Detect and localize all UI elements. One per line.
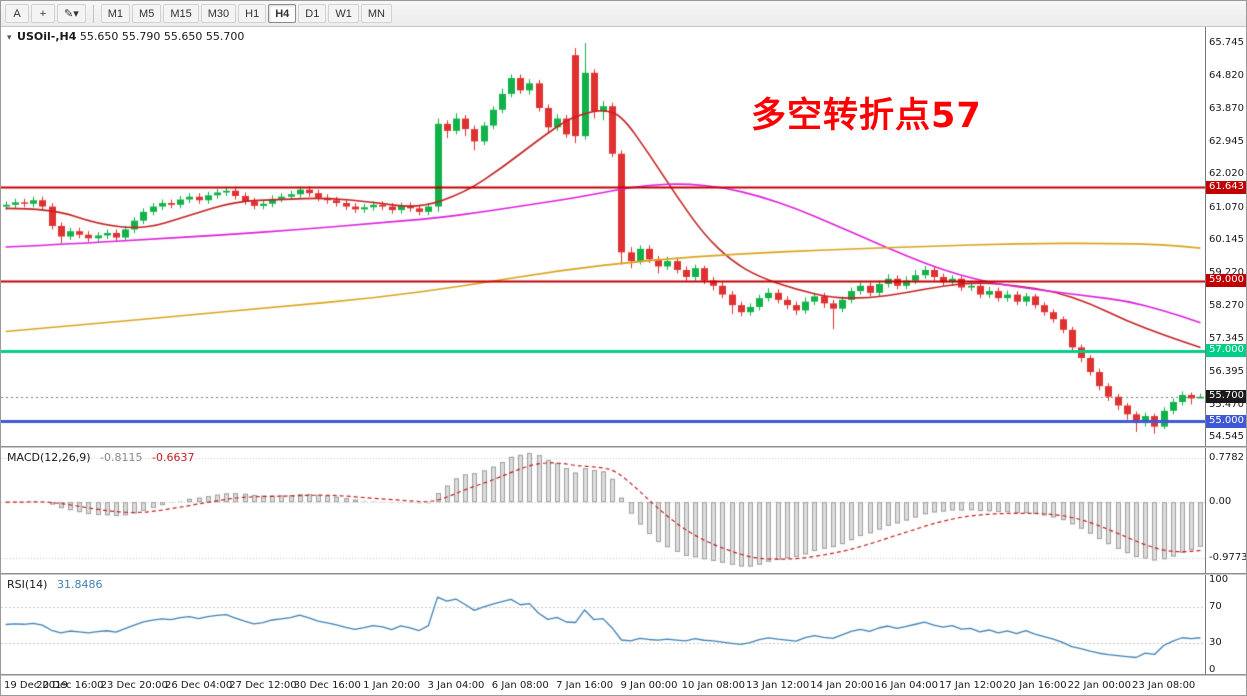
pane-separator[interactable] xyxy=(1,446,1246,448)
axis-tick-label: 70 xyxy=(1209,600,1222,612)
pane-separator[interactable] xyxy=(1,674,1246,676)
time-axis[interactable]: 19 Dec 2019 20 Dec 16:00 23 Dec 20:00 26 De… xyxy=(1,676,1246,695)
axis-tick-label: 61.070 xyxy=(1209,201,1244,213)
time-axis-label: 20 Dec 16:00 xyxy=(36,680,104,691)
axis-tick-label: 0 xyxy=(1209,663,1216,675)
axis-tick-label: 100 xyxy=(1209,573,1229,585)
time-axis-label: 13 Jan 12:00 xyxy=(745,680,810,691)
time-axis-label: 22 Jan 00:00 xyxy=(1067,680,1131,691)
time-axis-label: 26 Dec 04:00 xyxy=(164,680,233,691)
axis-tick-label: 63.870 xyxy=(1209,103,1244,115)
axis-tick-label: 56.395 xyxy=(1209,366,1244,378)
timeframe-buttons: M1 M5 M15 M30 H1 H4 D1 W1 MN xyxy=(100,4,392,23)
price-level-badge: 61.643 xyxy=(1206,180,1246,194)
time-axis-label: 7 Jan 16:00 xyxy=(556,680,614,691)
chart-body: 65.745 64.820 63.870 62.945 62.020 61.070 60.1… xyxy=(1,27,1247,695)
chart-annotation-text[interactable]: 多空转折点57 xyxy=(751,96,982,136)
time-axis-label: 23 Jan 08:00 xyxy=(1131,680,1196,691)
axis-tick-label: 55.470 xyxy=(1209,398,1244,410)
axis-tick-label: 62.020 xyxy=(1209,168,1244,180)
time-axis-label: 20 Jan 16:00 xyxy=(1003,680,1067,691)
axis-tick-label: 58.270 xyxy=(1209,300,1244,312)
time-axis-label: 17 Jan 12:00 xyxy=(938,680,1003,691)
rsi-pane: 100 70 30 0 RSI(14) 31.8486 xyxy=(1,573,1246,675)
axis-tick-label: 30 xyxy=(1209,636,1222,648)
macd-chart-canvas[interactable] xyxy=(1,448,1205,573)
price-level-badge: 55.000 xyxy=(1206,414,1246,428)
rsi-name-label: RSI(14) xyxy=(7,578,48,591)
time-axis-label: 3 Jan 04:00 xyxy=(427,680,485,691)
toolbar-tools: A + ✎▾ xyxy=(5,4,86,23)
rsi-axis[interactable]: 100 70 30 0 xyxy=(1205,573,1246,675)
chart-title: ▾ USOil-,H4 55.650 55.790 55.650 55.700 xyxy=(7,30,244,43)
axis-tick-label: 0.00 xyxy=(1209,496,1232,508)
axis-tick-label: 60.145 xyxy=(1209,234,1244,246)
timeframe-m30-button[interactable]: M30 xyxy=(200,4,237,23)
time-axis-label: 23 Dec 20:00 xyxy=(100,680,168,691)
price-chart-canvas[interactable] xyxy=(1,27,1205,446)
toolbar: A + ✎▾ M1 M5 M15 M30 H1 H4 D1 W1 MN xyxy=(1,1,1246,27)
toolbar-divider xyxy=(92,4,94,23)
axis-tick-label: 59.220 xyxy=(1209,266,1244,278)
timeframe-h1-button[interactable]: H1 xyxy=(238,4,267,23)
rsi-value: 31.8486 xyxy=(56,578,103,591)
axis-tick-label: 62.945 xyxy=(1209,135,1244,147)
time-axis-label: 6 Jan 08:00 xyxy=(491,680,549,691)
macd-signal-value: -0.6637 xyxy=(152,451,195,464)
crosshair-tool-button[interactable]: + xyxy=(31,4,55,23)
pane-separator[interactable] xyxy=(1,573,1246,575)
axis-tick-label: -0.9773 xyxy=(1209,551,1247,563)
macd-main-value: -0.8115 xyxy=(100,451,143,464)
time-axis-label: 19 Dec 2019 xyxy=(4,680,68,691)
time-axis-label: 1 Jan 20:00 xyxy=(363,680,421,691)
price-level-badge: 55.700 xyxy=(1206,390,1246,404)
time-axis-label: 9 Jan 00:00 xyxy=(620,680,678,691)
time-axis-label: 27 Dec 12:00 xyxy=(229,680,297,691)
rsi-chart-canvas[interactable] xyxy=(1,575,1205,674)
timeframe-m5-button[interactable]: M5 xyxy=(132,4,162,23)
rsi-indicator-label: RSI(14) 31.8486 xyxy=(7,578,102,591)
main-chart-pane: 65.745 64.820 63.870 62.945 62.020 61.070 60.1… xyxy=(1,27,1246,446)
macd-axis[interactable]: 0.7782 0.00 -0.9773 xyxy=(1205,448,1247,573)
axis-tick-label: 57.345 xyxy=(1209,332,1244,344)
time-axis-label: 30 Dec 16:00 xyxy=(293,680,361,691)
macd-indicator-label: MACD(12,26,9) -0.8115 -0.6637 xyxy=(7,451,194,464)
axis-tick-label: 64.820 xyxy=(1209,69,1244,81)
timeframe-mn-button[interactable]: MN xyxy=(360,4,392,23)
price-axis[interactable]: 65.745 64.820 63.870 62.945 62.020 61.070 60.1… xyxy=(1205,27,1246,446)
objects-dropdown-button[interactable]: ✎▾ xyxy=(57,4,86,23)
chart-ohlc-label: 55.650 55.790 55.650 55.700 xyxy=(79,30,245,43)
time-axis-label: 10 Jan 08:00 xyxy=(681,680,745,691)
axis-tick-label: 54.545 xyxy=(1209,431,1244,443)
time-axis-label: 14 Jan 20:00 xyxy=(810,680,874,691)
axis-tick-label: 65.745 xyxy=(1209,37,1244,49)
timeframe-m1-button[interactable]: M1 xyxy=(100,4,131,23)
timeframe-h4-button[interactable]: H4 xyxy=(268,4,297,23)
axis-tick-label: 0.7782 xyxy=(1209,451,1244,463)
timeframe-w1-button[interactable]: W1 xyxy=(328,4,359,23)
price-level-badge: 59.000 xyxy=(1206,274,1246,287)
chart-symbol-label: USOil-,H4 xyxy=(17,30,77,43)
time-axis-label: 16 Jan 04:00 xyxy=(874,680,938,691)
collapse-arrow-icon[interactable]: ▾ xyxy=(7,33,12,43)
macd-pane: 0.7782 0.00 -0.9773 MACD(12,26,9) -0.8115 … xyxy=(1,448,1247,573)
macd-name-label: MACD(12,26,9) xyxy=(7,451,91,464)
text-tool-button[interactable]: A xyxy=(5,4,29,23)
timeframe-d1-button[interactable]: D1 xyxy=(298,4,327,23)
timeframe-m15-button[interactable]: M15 xyxy=(163,4,199,23)
price-level-badge: 57.000 xyxy=(1206,344,1246,358)
